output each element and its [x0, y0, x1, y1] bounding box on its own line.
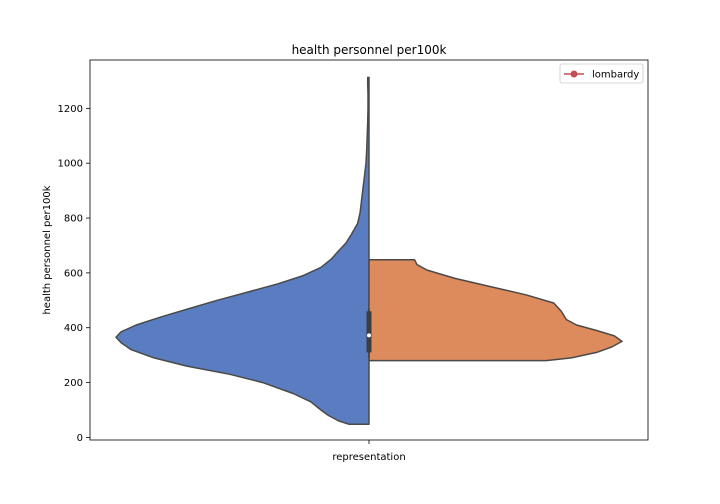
violin-right — [368, 258, 623, 362]
x-axis: representation — [332, 440, 406, 463]
box-iqr — [366, 311, 372, 353]
y-tick-label: 400 — [64, 323, 83, 334]
y-tick-label: 0 — [77, 433, 83, 444]
box-median — [367, 333, 371, 338]
legend: lombardy — [559, 63, 644, 84]
x-tick-label: representation — [332, 452, 405, 463]
violin-left — [115, 76, 370, 425]
y-tick-label: 1200 — [58, 104, 83, 115]
y-axis-label: health personnel per100k — [42, 185, 53, 314]
y-tick-label: 1000 — [58, 159, 83, 170]
legend-label: lombardy — [592, 70, 639, 81]
y-tick-label: 200 — [64, 378, 83, 389]
y-tick-label: 800 — [64, 214, 83, 225]
legend-box — [559, 63, 644, 84]
y-tick-label: 600 — [64, 268, 83, 279]
y-axis: 0 200 400 600 800 1000 1200 — [58, 104, 90, 444]
chart-title: health personnel per100k — [292, 43, 447, 57]
legend-marker — [570, 70, 578, 78]
inner-box — [366, 308, 372, 358]
violin-group — [115, 76, 623, 425]
